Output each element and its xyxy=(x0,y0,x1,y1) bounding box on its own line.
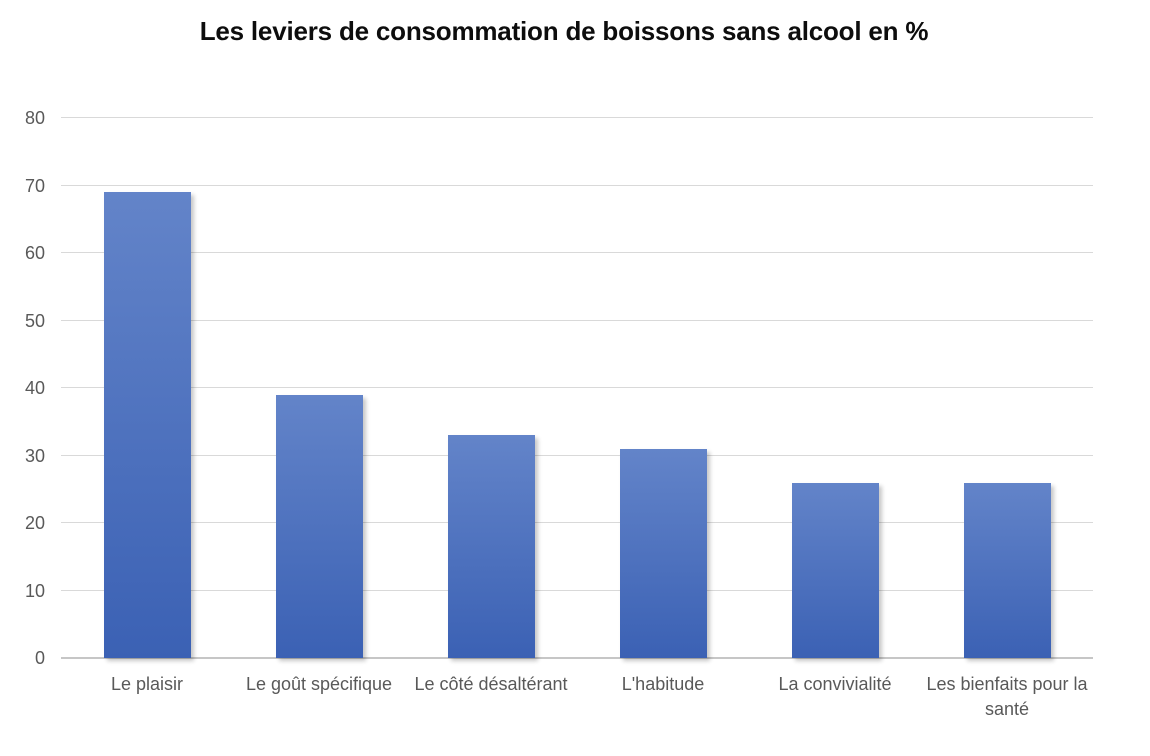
gridline xyxy=(61,252,1093,253)
x-axis-line xyxy=(61,657,1093,659)
gridline xyxy=(61,117,1093,118)
bar-2 xyxy=(447,435,535,658)
gridline xyxy=(61,522,1093,523)
y-tick-label: 70 xyxy=(24,175,45,196)
x-category-label-3: L'habitude xyxy=(621,674,705,694)
x-category-label-0: Le plaisir xyxy=(110,674,184,694)
y-tick-label: 20 xyxy=(24,513,45,533)
x-category-label-4: La convivialité xyxy=(778,674,892,694)
bar-0 xyxy=(103,192,191,658)
gridline xyxy=(61,589,1093,591)
y-tick-label: 50 xyxy=(24,310,45,331)
x-category-label-5: Les bienfaits pour la santé xyxy=(926,674,1088,719)
gridline xyxy=(61,454,1093,456)
y-tick-label: 40 xyxy=(24,378,45,398)
y-tick-label: 0 xyxy=(34,648,45,668)
gridline xyxy=(61,387,1093,388)
y-tick-label: 80 xyxy=(24,108,45,128)
x-axis-labels: Le plaisir Le goût spécifique Le côté désa… xyxy=(61,672,1093,722)
gridline xyxy=(61,319,1093,321)
x-category-label-2: Le côté désaltérant xyxy=(414,674,568,694)
bar-1 xyxy=(275,394,363,658)
y-tick-label: 30 xyxy=(24,445,45,466)
bar-4 xyxy=(791,482,879,658)
bar-5 xyxy=(963,482,1051,658)
gridline xyxy=(61,184,1093,186)
y-tick-label: 10 xyxy=(24,580,45,601)
y-tick-label: 60 xyxy=(24,243,45,263)
bar-3 xyxy=(619,448,707,658)
x-category-label-1: Le goût spécifique xyxy=(245,674,393,694)
chart-title: Les leviers de consommation de boissons … xyxy=(199,16,929,46)
plot-area: 0 10 20 30 40 50 60 70 80 xyxy=(25,109,1093,667)
